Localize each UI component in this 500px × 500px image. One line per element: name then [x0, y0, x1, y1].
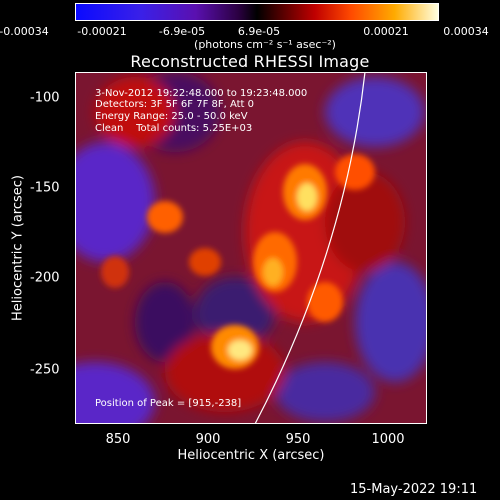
energy-range-label: Energy Range: 25.0 - 50.0 keV [95, 111, 248, 122]
colorbar-tick-label: 0.00021 [363, 25, 409, 38]
colorbar-tick-label: -0.00034 [0, 25, 49, 38]
colorbar-tick-label: -0.00021 [77, 25, 127, 38]
peak-position-label: Position of Peak = [915,-238] [95, 398, 242, 409]
x-tick-label: 1000 [371, 432, 405, 447]
colorbar [75, 3, 439, 21]
colorbar-units: (photons cm⁻² s⁻¹ asec⁻²) [194, 38, 336, 51]
x-tick-label: 900 [195, 432, 221, 447]
detectors-label: Detectors: 3F 5F 6F 7F 8F, Att 0 [95, 99, 255, 110]
x-axis-label: Heliocentric X (arcsec) [177, 448, 325, 463]
render-timestamp: 15-May-2022 19:11 [350, 482, 478, 497]
y-tick-label: -200 [30, 270, 60, 286]
image-title: Reconstructed RHESSI Image [130, 52, 370, 71]
y-tick-label: -250 [30, 362, 60, 378]
y-axis-label: Heliocentric Y (arcsec) [10, 175, 26, 321]
time-range-label: 3-Nov-2012 19:22:48.000 to 19:23:48.000 [95, 88, 308, 99]
colorbar-tick-label: -6.9e-05 [158, 25, 206, 38]
clean-counts-label: Clean Total counts: 5.25E+03 [95, 123, 253, 134]
y-tick-label: -100 [30, 90, 60, 106]
colorbar-tick-label: 0.00034 [443, 25, 489, 38]
rhessi-image [75, 72, 427, 424]
colorbar-tick-label: 6.9e-05 [237, 25, 281, 38]
x-tick-label: 850 [105, 432, 131, 447]
y-tick-label: -150 [30, 180, 60, 196]
x-tick-label: 950 [285, 432, 311, 447]
